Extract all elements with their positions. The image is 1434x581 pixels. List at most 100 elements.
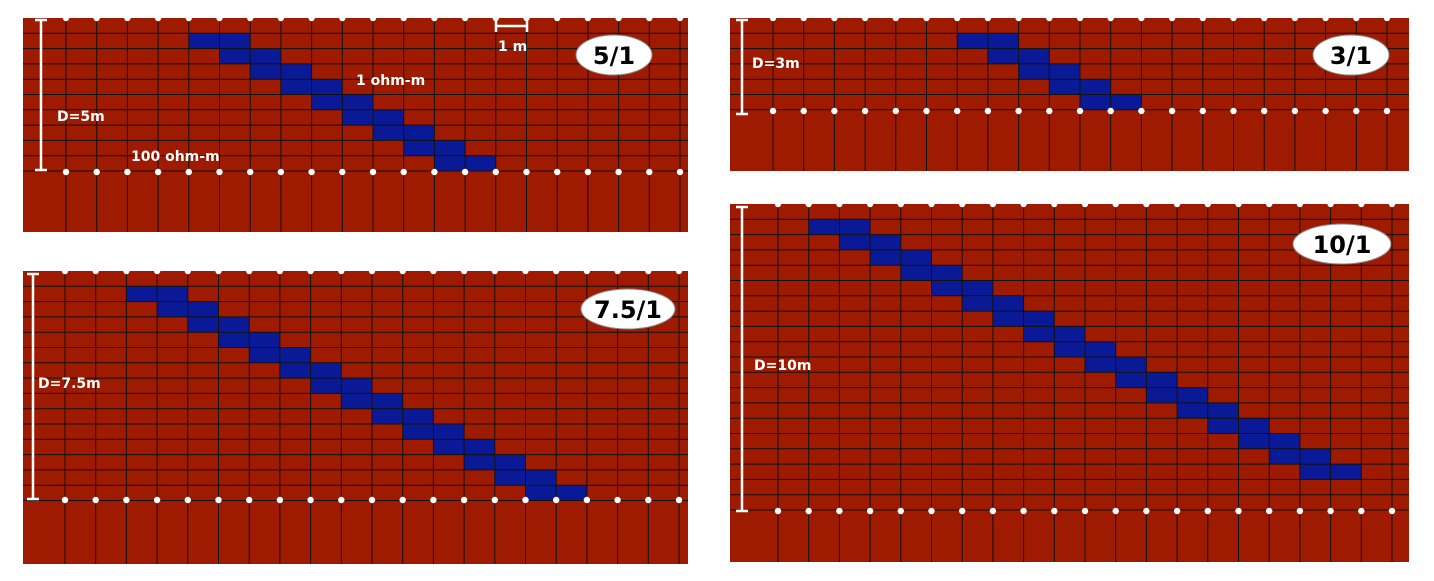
surface-electrode: [989, 200, 997, 208]
borehole-electrode: [247, 168, 254, 176]
borehole-electrode: [1020, 507, 1027, 515]
surface-electrode: [646, 14, 653, 22]
borehole-electrode: [1353, 107, 1360, 115]
surface-electrode: [123, 267, 130, 275]
surface-electrode: [1388, 200, 1396, 208]
surface-electrode: [954, 14, 961, 22]
surface-electrode: [184, 267, 191, 275]
surface-electrode: [1046, 14, 1053, 22]
surface-electrode: [1327, 200, 1334, 208]
surface-electrode: [522, 267, 529, 275]
surface-electrode: [897, 200, 904, 208]
borehole-electrode: [368, 496, 376, 504]
surface-electrode: [338, 267, 345, 275]
panel-7-5-1: D=7.5m 7.5/1: [23, 267, 688, 564]
borehole-electrode: [124, 168, 131, 176]
panel-10-1: D=10m 10/1: [730, 200, 1409, 562]
borehole-electrode: [339, 168, 346, 176]
surface-electrode: [1383, 14, 1391, 22]
borehole-electrode: [1235, 507, 1242, 515]
surface-electrode: [1199, 14, 1207, 22]
borehole-electrode: [1199, 107, 1207, 115]
surface-electrode: [1168, 14, 1176, 22]
borehole-electrode: [584, 168, 592, 176]
ratio-badge-label: 3/1: [1330, 42, 1372, 70]
host-rock-background: [730, 204, 1409, 562]
borehole-electrode: [1168, 107, 1176, 115]
surface-electrode: [185, 14, 192, 22]
depth-label: D=10m: [754, 358, 811, 374]
borehole-electrode: [1291, 107, 1299, 115]
borehole-electrode: [460, 496, 468, 504]
surface-electrode: [492, 14, 499, 22]
borehole-electrode: [831, 107, 838, 115]
borehole-electrode: [1081, 507, 1089, 515]
borehole-electrode: [276, 496, 284, 504]
ratio-badge: [580, 288, 676, 330]
surface-electrode: [277, 14, 285, 22]
surface-electrode: [399, 267, 406, 275]
surface-electrode: [800, 14, 807, 22]
borehole-electrode: [1107, 107, 1114, 115]
surface-electrode: [215, 267, 222, 275]
panel-5-1: D=5m 5/1: [23, 14, 688, 232]
surface-electrode: [246, 267, 253, 275]
borehole-electrode: [431, 168, 438, 176]
borehole-electrode: [1015, 107, 1022, 115]
surface-electrode: [1261, 14, 1268, 22]
surface-electrode: [1138, 14, 1145, 22]
borehole-electrode: [1261, 107, 1268, 115]
borehole-electrode: [308, 168, 315, 176]
surface-electrode: [645, 267, 652, 275]
surface-electrode: [774, 200, 782, 208]
surface-electrode: [276, 267, 284, 275]
borehole-electrode: [774, 507, 782, 515]
depth-label: D=3m: [752, 56, 800, 72]
borehole-electrode: [1266, 507, 1273, 515]
borehole-electrode: [836, 507, 843, 515]
borehole-electrode: [461, 168, 469, 176]
borehole-electrode: [959, 507, 966, 515]
surface-electrode: [307, 267, 314, 275]
surface-electrode: [675, 267, 683, 275]
host-rock-background: [23, 271, 688, 564]
borehole-electrode: [123, 496, 130, 504]
borehole-electrode: [554, 168, 561, 176]
borehole-electrode: [645, 496, 652, 504]
surface-electrode: [1296, 200, 1304, 208]
borehole-electrode: [614, 496, 621, 504]
surface-electrode: [154, 14, 162, 22]
surface-electrode: [62, 14, 70, 22]
surface-electrode: [216, 14, 223, 22]
borehole-electrode: [430, 496, 437, 504]
borehole-electrode: [400, 168, 407, 176]
borehole-electrode: [1383, 107, 1391, 115]
surface-electrode: [431, 14, 438, 22]
surface-electrode: [676, 14, 684, 22]
surface-electrode: [1081, 200, 1089, 208]
borehole-electrode: [897, 507, 904, 515]
borehole-electrode: [492, 168, 499, 176]
borehole-electrode: [1204, 507, 1212, 515]
borehole-electrode: [675, 496, 683, 504]
surface-electrode: [92, 267, 99, 275]
surface-electrode: [614, 267, 621, 275]
surface-electrode: [491, 267, 498, 275]
surface-electrode: [430, 267, 437, 275]
surface-electrode: [1322, 14, 1329, 22]
borehole-electrode: [61, 496, 69, 504]
ratio-badge: [1312, 34, 1390, 76]
surface-electrode: [1015, 14, 1022, 22]
surface-electrode: [1291, 14, 1299, 22]
ratio-badge-label: 10/1: [1313, 231, 1372, 259]
conductor-resistivity-label: 1 ohm-m: [356, 73, 425, 89]
borehole-electrode: [184, 496, 191, 504]
ratio-badge: [1292, 223, 1392, 265]
borehole-electrode: [928, 507, 935, 515]
surface-electrode: [554, 14, 561, 22]
surface-electrode: [61, 267, 69, 275]
borehole-electrode: [989, 507, 997, 515]
borehole-electrode: [246, 496, 253, 504]
borehole-electrode: [1138, 107, 1145, 115]
